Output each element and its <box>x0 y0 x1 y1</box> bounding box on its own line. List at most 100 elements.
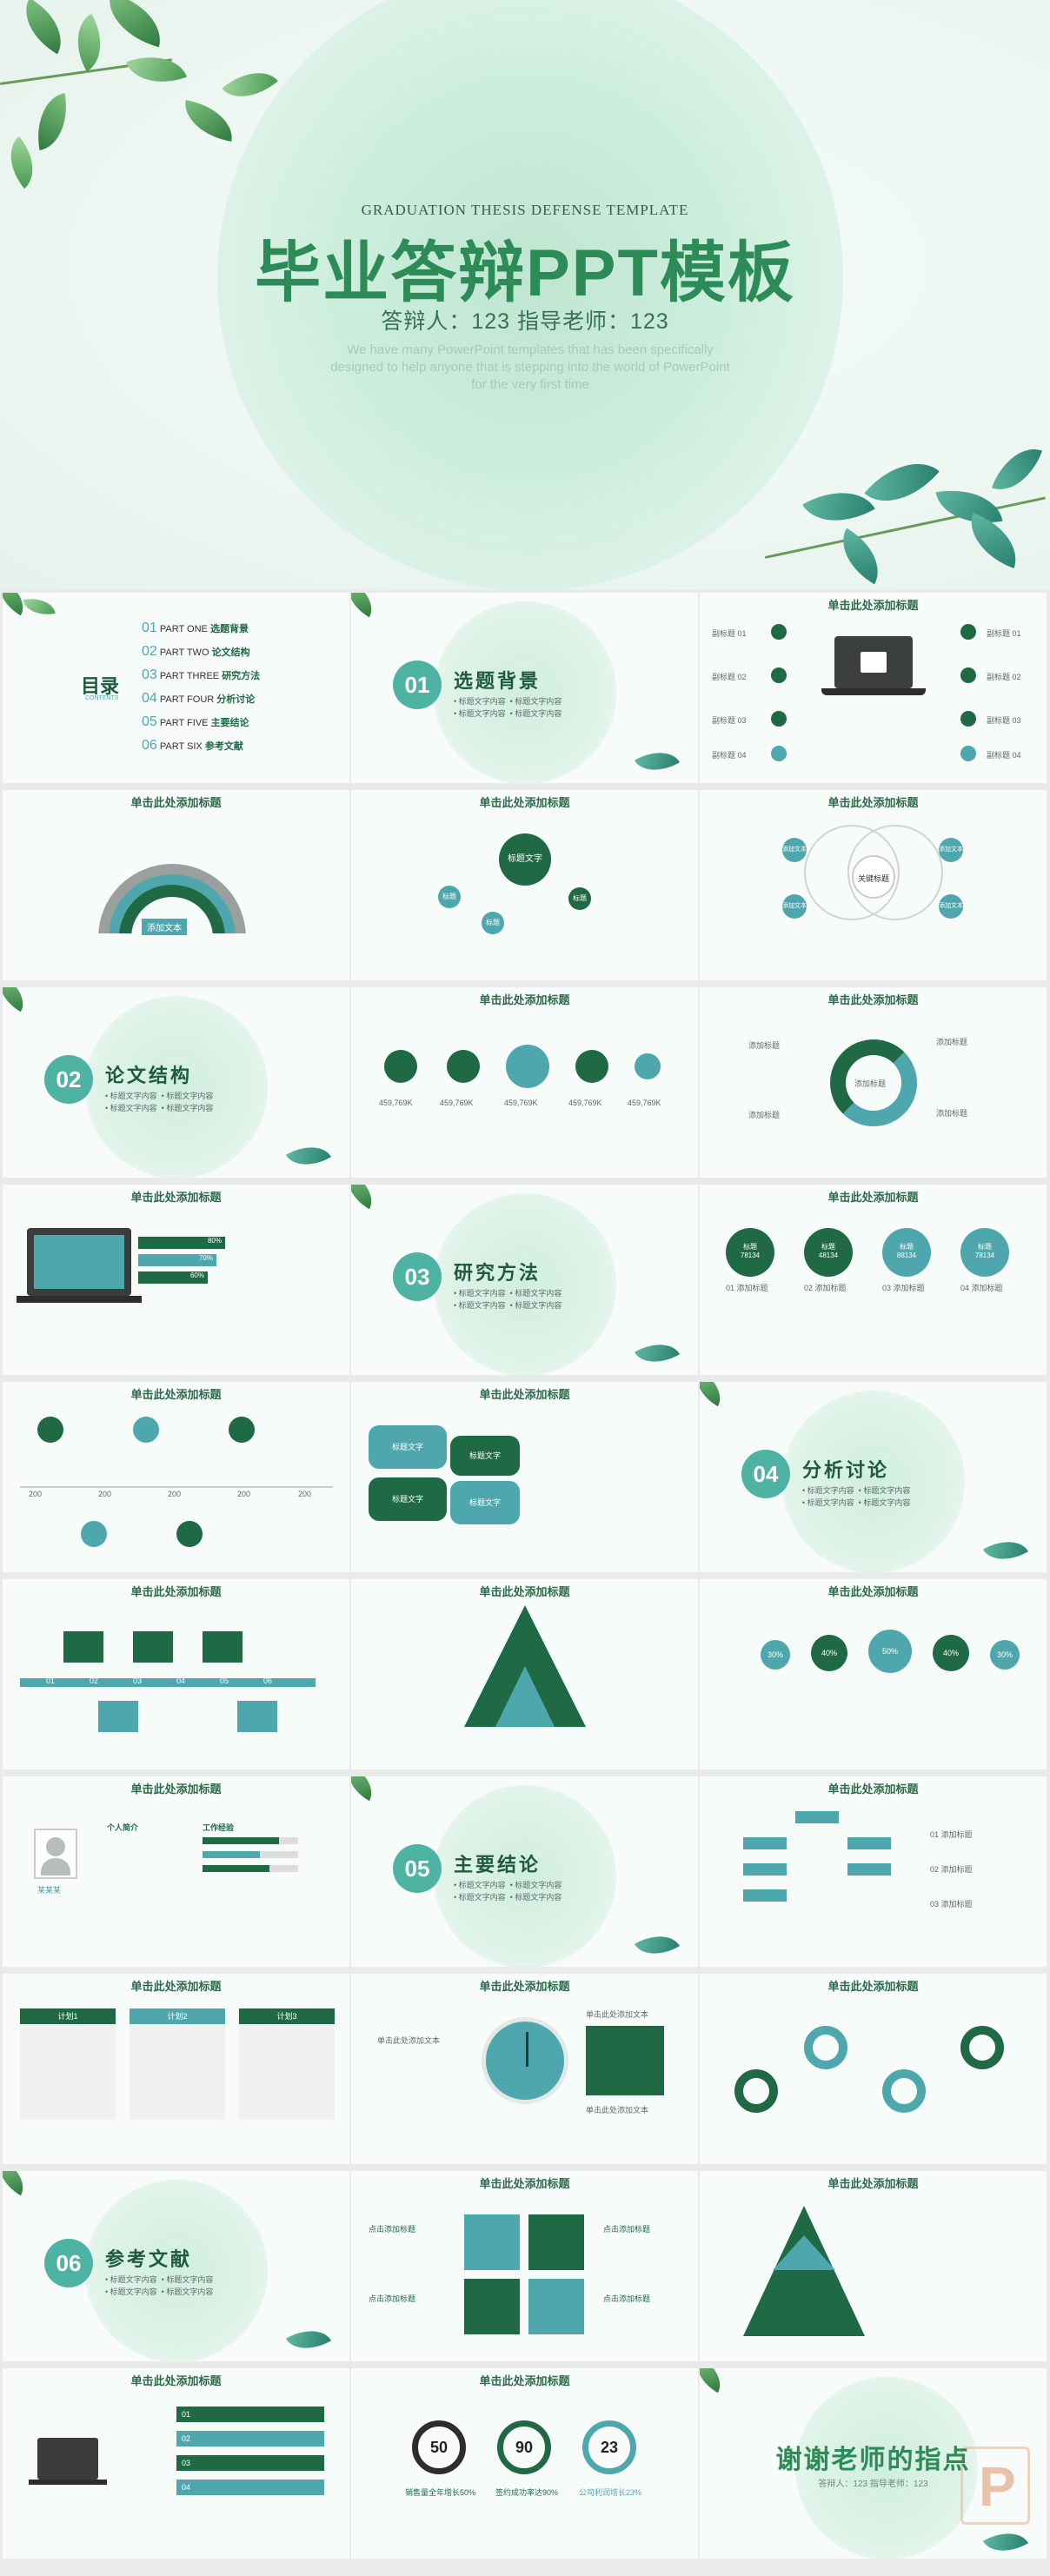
leaf-icon <box>982 1530 1029 1571</box>
slide-quad[interactable]: 单击此处添加标题 点击添加标题 点击添加标题 点击添加标题 点击添加标题 <box>351 2171 698 2361</box>
watercolor-circle <box>782 1391 965 1572</box>
thanks-title: 谢谢老师的指点 <box>775 2446 971 2474</box>
section-title: 研究方法 <box>454 1262 542 1284</box>
slide-section-02[interactable]: 02 论文结构 • 标题文字内容 • 标题文字内容 • 标题文字内容 • 标题文字… <box>3 987 349 1178</box>
slide-header: 单击此处添加标题 <box>130 1585 222 1598</box>
slide-header: 单击此处添加标题 <box>130 1783 222 1796</box>
section-number: 03 <box>393 1252 442 1301</box>
leaf-icon <box>351 1776 381 1802</box>
section-title: 论文结构 <box>105 1065 193 1086</box>
slide-world-map[interactable]: 单击此处添加标题 80% 70% 60% <box>3 1185 349 1375</box>
slide-cycle[interactable]: 单击此处添加标题 添加标题 添加标题 添加标题 添加标题 添加标题 <box>700 987 1047 1178</box>
slide-bubbles[interactable]: 单击此处添加标题 标题文字 标题 标题 标题 <box>351 790 698 980</box>
leaf-icon <box>30 92 74 151</box>
leaf-icon <box>285 2319 332 2360</box>
leaf-icon <box>700 2368 729 2393</box>
toc-item[interactable]: 05 PART FIVE 主要结论 <box>142 714 249 729</box>
slide-clock[interactable]: 单击此处添加标题 单击此处添加文本 单击此处添加文本 单击此处添加文本 <box>351 1974 698 2164</box>
slide-header: 单击此处添加标题 <box>827 1980 919 1993</box>
cover-blurb: We have many PowerPoint templates that h… <box>330 342 730 392</box>
toc-list: 01 PART ONE 选题背景 02 PART TWO 论文结构 03 PAR… <box>142 621 316 761</box>
leaf-icon <box>351 1185 381 1210</box>
leaf-icon <box>285 1135 332 1177</box>
slide-header: 单击此处添加标题 <box>827 796 919 809</box>
thanks-sub: 答辩人：123 指导老师：123 <box>818 2480 928 2489</box>
leaf-icon <box>700 1382 729 1407</box>
leaf-icon <box>63 13 116 72</box>
leaf-icon <box>634 1332 681 1374</box>
section-number: 06 <box>44 2239 93 2287</box>
slide-pyramid[interactable]: 单击此处添加标题 <box>700 2171 1047 2361</box>
slide-profile[interactable]: 单击此处添加标题 某某某 个人简介 工作经验 <box>3 1776 349 1967</box>
leaf-icon <box>864 443 940 521</box>
section-number: 02 <box>44 1055 93 1104</box>
slide-header: 单击此处添加标题 <box>479 993 570 1006</box>
slide-header: 单击此处添加标题 <box>827 1783 919 1796</box>
slide-key-rings[interactable]: 单击此处添加标题 关键标题 添加文本 添加文本 添加文本 添加文本 <box>700 790 1047 980</box>
toc-item[interactable]: 02 PART TWO 论文结构 <box>142 644 250 659</box>
section-number: 01 <box>393 661 442 709</box>
leaf-icon <box>180 100 237 142</box>
slide-stats[interactable]: 单击此处添加标题 459,769K 459,769K 459,769K 459,… <box>351 987 698 1178</box>
slide-percent-dots[interactable]: 单击此处添加标题 30% 40% 50% 40% 30% <box>700 1579 1047 1769</box>
watermark-stamp <box>960 2447 1030 2525</box>
slide-header: 单击此处添加标题 <box>827 993 919 1006</box>
leaf-icon <box>634 740 681 782</box>
leaf-icon <box>23 594 56 619</box>
section-sub: • 标题文字内容 • 标题文字内容 • 标题文字内容 • 标题文字内容 <box>105 1092 214 1112</box>
slide-header: 单击此处添加标题 <box>479 1980 570 1993</box>
section-title: 选题背景 <box>454 670 542 692</box>
slide-header: 单击此处添加标题 <box>130 1388 222 1401</box>
cover-slide[interactable]: GRADUATION THESIS DEFENSE TEMPLATE 毕业答辩P… <box>0 0 1050 589</box>
section-sub: • 标题文字内容 • 标题文字内容 • 标题文字内容 • 标题文字内容 <box>105 2275 214 2296</box>
slide-laptop-arrows[interactable]: 单击此处添加标题 01 02 03 04 <box>3 2368 349 2559</box>
watercolor-circle <box>85 2180 268 2361</box>
bubble-center: 标题文字 <box>499 833 551 886</box>
slide-arch[interactable]: 单击此处添加标题 添加文本 <box>3 790 349 980</box>
section-title: 分析讨论 <box>802 1459 890 1481</box>
section-sub: • 标题文字内容 • 标题文字内容 • 标题文字内容 • 标题文字内容 <box>454 1289 562 1310</box>
slide-steps[interactable]: 单击此处添加标题 01 02 03 04 05 06 <box>3 1579 349 1769</box>
leaf-icon <box>991 438 1043 501</box>
toc-subtitle: CONTENTS <box>85 695 119 701</box>
slide-section-01[interactable]: 01 选题背景 • 标题文字内容 • 标题文字内容 • 标题文字内容 • 标题文字… <box>351 593 698 783</box>
slide-header: 单击此处添加标题 <box>827 599 919 612</box>
key-center: 关键标题 <box>852 855 895 899</box>
slide-section-05[interactable]: 05 主要结论 • 标题文字内容 • 标题文字内容 • 标题文字内容 • 标题文字… <box>351 1776 698 1967</box>
slide-rings[interactable]: 单击此处添加标题 50 90 23 销售量全年增长50% 签约成功率达90% 公… <box>351 2368 698 2559</box>
slide-header: 单击此处添加标题 <box>130 1191 222 1204</box>
slide-triangle[interactable]: 单击此处添加标题 <box>351 1579 698 1769</box>
toc-title: 目录 <box>81 675 120 697</box>
slide-contents[interactable]: 目录 CONTENTS 01 PART ONE 选题背景 02 PART TWO… <box>3 593 349 783</box>
slide-four-dots[interactable]: 单击此处添加标题 标题 78134 标题 48134 标题 88134 标题 78134… <box>700 1185 1047 1375</box>
slide-section-06[interactable]: 06 参考文献 • 标题文字内容 • 标题文字内容 • 标题文字内容 • 标题文字… <box>3 2171 349 2361</box>
toc-item[interactable]: 04 PART FOUR 分析讨论 <box>142 691 256 706</box>
leaf-icon <box>351 593 381 618</box>
slide-section-04[interactable]: 04 分析讨论 • 标题文字内容 • 标题文字内容 • 标题文字内容 • 标题文字… <box>700 1382 1047 1572</box>
laptop-icon <box>37 2438 98 2480</box>
watercolor-circle <box>434 601 616 783</box>
section-title: 主要结论 <box>454 1854 542 1876</box>
slide-section-03[interactable]: 03 研究方法 • 标题文字内容 • 标题文字内容 • 标题文字内容 • 标题文字… <box>351 1185 698 1375</box>
slide-timeline[interactable]: 单击此处添加标题 200 200 200 200 200 <box>3 1382 349 1572</box>
toc-item[interactable]: 01 PART ONE 选题背景 <box>142 621 249 635</box>
section-sub: • 标题文字内容 • 标题文字内容 • 标题文字内容 • 标题文字内容 <box>454 1881 562 1902</box>
laptop-icon <box>27 1228 131 1296</box>
slide-plans[interactable]: 单击此处添加标题 计划1 计划2 计划3 <box>3 1974 349 2164</box>
slide-org-chart[interactable]: 单击此处添加标题 01 添加标题 02 添加标题 03 添加标题 <box>700 1776 1047 1967</box>
section-number: 04 <box>741 1450 790 1498</box>
slide-half-rings[interactable]: 单击此处添加标题 <box>700 1974 1047 2164</box>
slide-header: 单击此处添加标题 <box>827 1585 919 1598</box>
slide-header: 单击此处添加标题 <box>827 1191 919 1204</box>
section-number: 05 <box>393 1844 442 1893</box>
toc-item[interactable]: 06 PART SIX 参考文献 <box>142 738 243 753</box>
slide-thanks[interactable]: 谢谢老师的指点 答辩人：123 指导老师：123 <box>700 2368 1047 2559</box>
slide-laptop-labels[interactable]: 单击此处添加标题 副标题 01 副标题 02 副标题 03 副标题 04 副标题… <box>700 593 1047 783</box>
watercolor-circle <box>85 996 268 1178</box>
toc-item[interactable]: 03 PART THREE 研究方法 <box>142 667 261 682</box>
laptop-icon <box>834 636 913 688</box>
pyramid-shape <box>743 2206 865 2336</box>
watercolor-circle <box>795 2377 978 2559</box>
slide-puzzle[interactable]: 单击此处添加标题 标题文字 标题文字 标题文字 标题文字 <box>351 1382 698 1572</box>
